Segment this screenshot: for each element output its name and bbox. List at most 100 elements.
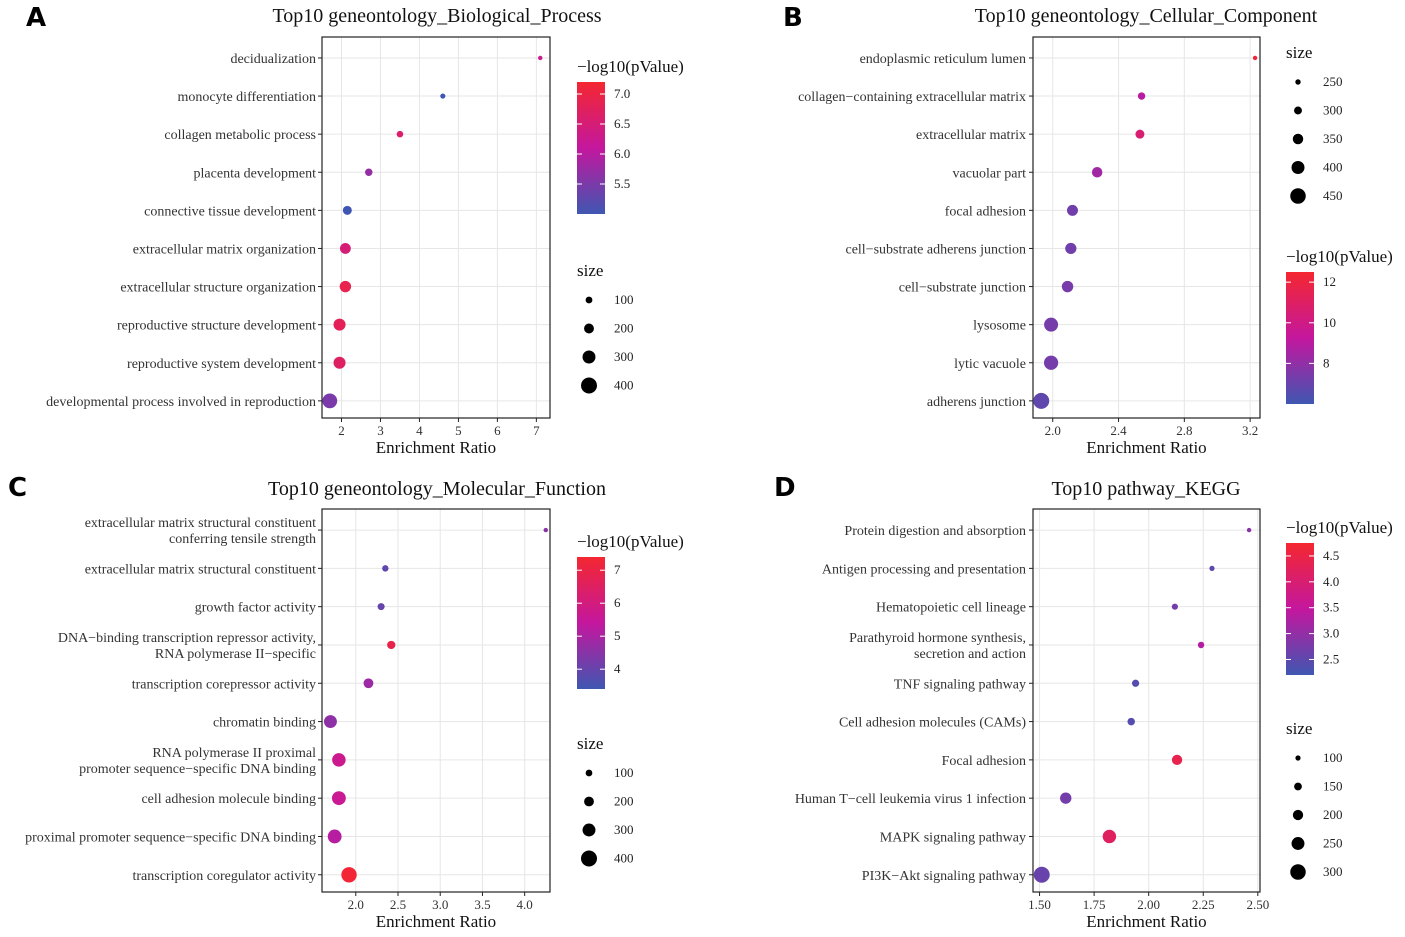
category-label: TNF signaling pathway <box>894 677 1026 692</box>
data-point <box>1246 527 1252 533</box>
x-tick-label: 6 <box>494 423 501 438</box>
x-tick-label: 5 <box>455 423 462 438</box>
color-legend-title: −log10(pValue) <box>577 532 684 551</box>
panel-letter: D <box>774 473 796 503</box>
data-point <box>339 280 352 293</box>
size-legend-title: size <box>1286 719 1312 738</box>
size-legend-label: 300 <box>614 822 634 837</box>
data-point <box>332 753 346 767</box>
data-point <box>333 318 346 331</box>
data-point <box>1197 641 1205 649</box>
x-tick-label: 3 <box>377 423 384 438</box>
category-label: Hematopoietic cell lineage <box>876 601 1026 616</box>
x-tick-label: 2.0 <box>1045 423 1061 438</box>
plot-area <box>322 37 550 418</box>
category-label: extracellular matrix <box>916 128 1026 143</box>
data-point <box>396 130 404 138</box>
plot-area <box>1033 37 1260 418</box>
category-label: lytic vacuole <box>954 357 1026 372</box>
category-label: PI3K−Akt signaling pathway <box>862 869 1026 884</box>
size-legend-key <box>1292 133 1304 145</box>
x-tick-label: 3.0 <box>432 897 448 912</box>
panel-d: D Top10 pathway_KEGG 1.50 1.75 2.00 2.25 2.50 E… <box>774 473 1393 931</box>
data-point <box>1061 280 1074 293</box>
size-legend-label: 150 <box>1323 779 1343 794</box>
category-label: developmental process involved in reprod… <box>46 395 316 410</box>
category-label: proximal promoter sequence−specific DNA … <box>25 830 316 845</box>
color-bar <box>1286 543 1314 675</box>
color-legend-label: 6.0 <box>614 146 630 161</box>
category-label: RNA polymerase II−specific <box>155 647 316 662</box>
color-legend-title: −log10(pValue) <box>1286 518 1393 537</box>
data-point <box>1066 204 1078 216</box>
x-tick-label: 1.50 <box>1028 897 1051 912</box>
color-legend-label: 6.5 <box>614 116 630 131</box>
category-label: growth factor activity <box>195 601 316 616</box>
size-legend-title: size <box>577 261 603 280</box>
category-label: MAPK signaling pathway <box>880 830 1026 845</box>
x-tick-label: 2.4 <box>1110 423 1127 438</box>
data-point <box>387 640 396 650</box>
data-point <box>1171 603 1178 610</box>
x-tick-label: 2.50 <box>1246 897 1269 912</box>
size-legend-label: 200 <box>1323 807 1343 822</box>
size-legend-label: 300 <box>614 349 634 364</box>
chart-title: Top10 geneontology_Molecular_Function <box>268 478 606 500</box>
color-legend-label: 4 <box>614 661 621 676</box>
size-legend-key <box>585 769 593 777</box>
plot-frame <box>321 36 551 419</box>
data-point <box>1252 55 1258 61</box>
color-bar <box>1286 272 1314 404</box>
color-legend-label: 5 <box>614 628 621 643</box>
chart-title: Top10 pathway_KEGG <box>1051 478 1240 500</box>
x-tick-label: 2.0 <box>348 897 364 912</box>
data-point <box>543 527 548 533</box>
category-label: cell−substrate adherens junction <box>845 242 1026 257</box>
color-legend-title: −log10(pValue) <box>577 57 684 76</box>
category-label: extracellular matrix structural constitu… <box>85 516 316 531</box>
color-legend-label: 12 <box>1323 274 1336 289</box>
data-point <box>1131 679 1140 687</box>
category-label: conferring tensile strength <box>169 532 316 547</box>
color-legend-label: 8 <box>1323 355 1330 370</box>
size-legend-key <box>584 323 594 334</box>
category-label: monocyte differentiation <box>177 90 316 105</box>
category-label: collagen−containing extracellular matrix <box>798 90 1026 105</box>
size-legend-label: 250 <box>1323 836 1343 851</box>
panel-a: A Top10 geneontology_Biological_Process 2 3… <box>26 3 684 457</box>
panel-letter: A <box>26 3 46 33</box>
category-label: chromatin binding <box>213 716 316 731</box>
data-point <box>382 565 389 572</box>
category-label: lysosome <box>973 319 1026 334</box>
category-label: transcription coregulator activity <box>133 869 317 884</box>
size-legend-label: 450 <box>1323 188 1343 203</box>
category-label: extracellular structure organization <box>120 281 316 296</box>
x-tick-label: 3.5 <box>474 897 490 912</box>
data-point <box>1091 167 1103 178</box>
category-label: adherens junction <box>927 395 1026 410</box>
plot-frame <box>1032 508 1261 893</box>
data-point <box>331 791 346 806</box>
category-label: cell−substrate junction <box>899 281 1026 296</box>
size-legend-label: 350 <box>1323 131 1343 146</box>
category-label: reproductive system development <box>127 357 316 372</box>
data-point <box>538 55 543 61</box>
size-legend-title: size <box>577 734 603 753</box>
size-legend-key <box>1291 161 1305 174</box>
category-label: cell adhesion molecule binding <box>141 792 316 807</box>
size-legend-key <box>1291 837 1305 850</box>
x-tick-label: 1.75 <box>1083 897 1106 912</box>
color-legend-label: 3.0 <box>1323 626 1339 641</box>
data-point <box>1060 792 1072 804</box>
x-tick-label: 3.2 <box>1242 423 1258 438</box>
size-legend-key <box>1290 864 1306 880</box>
size-legend-label: 300 <box>1323 864 1343 879</box>
size-legend-key <box>585 296 593 304</box>
panel-b: B Top10 geneontology_Cellular_Component 2.… <box>783 3 1393 457</box>
data-point <box>440 93 446 99</box>
x-tick-label: 2.8 <box>1176 423 1192 438</box>
size-legend-key <box>582 350 596 364</box>
category-label: transcription corepressor activity <box>132 677 316 692</box>
plot-frame <box>321 508 551 893</box>
category-label: extracellular matrix organization <box>133 242 316 257</box>
